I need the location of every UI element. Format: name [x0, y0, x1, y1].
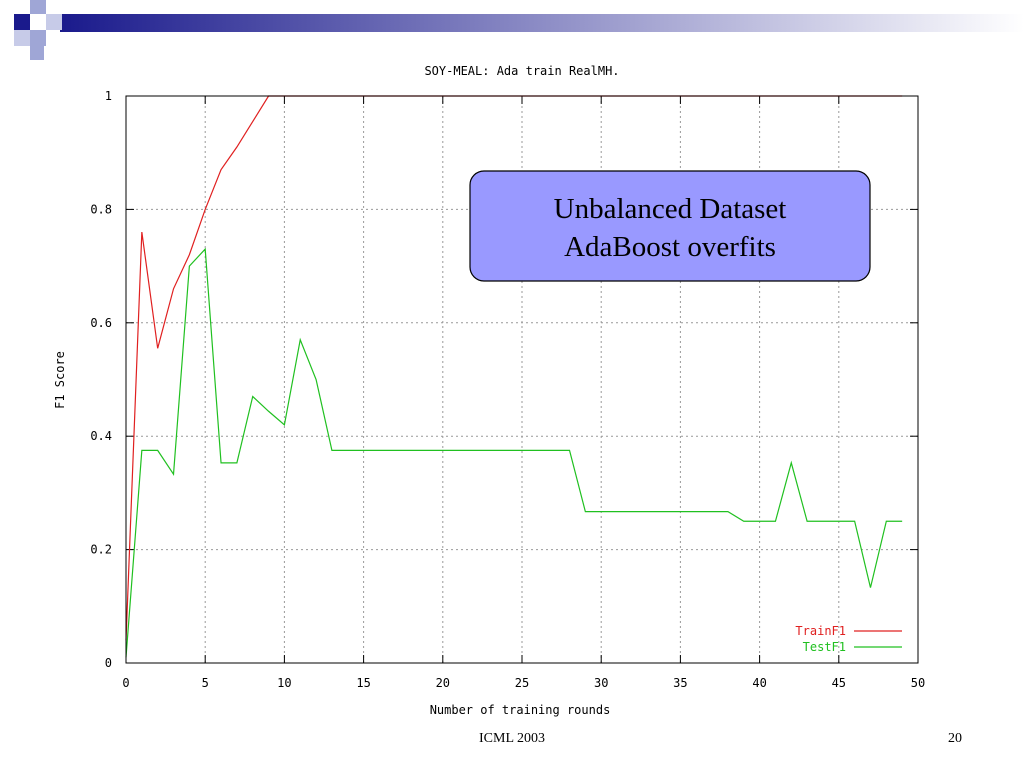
x-tick-label: 50: [911, 676, 925, 690]
x-tick-label: 0: [122, 676, 129, 690]
annotation-line: Unbalanced Dataset: [554, 193, 787, 225]
x-tick-label: 25: [515, 676, 529, 690]
plot-frame: [125, 95, 919, 664]
x-tick-label: 40: [752, 676, 766, 690]
y-tick-label: 0.4: [90, 429, 112, 443]
y-tick-label: 1: [105, 89, 112, 103]
annotation-box: Unbalanced Dataset AdaBoost overfits: [469, 170, 871, 282]
x-tick-label: 45: [832, 676, 846, 690]
page-number: 20: [948, 731, 962, 746]
annotation-line: AdaBoost overfits: [564, 231, 776, 263]
x-tick-label: 20: [436, 676, 450, 690]
y-axis-label: F1 Score: [53, 351, 67, 409]
slide-decoration: [14, 0, 1024, 60]
y-tick-label: 0.6: [90, 316, 112, 330]
x-tick-label: 35: [673, 676, 687, 690]
y-tick-label: 0: [105, 656, 112, 670]
x-tick-label: 5: [202, 676, 209, 690]
x-axis-label: Number of training rounds: [430, 703, 611, 717]
footer: ICML 2003: [479, 731, 545, 746]
x-tick-label: 15: [356, 676, 370, 690]
x-tick-label: 30: [594, 676, 608, 690]
chart-title: SOY-MEAL: Ada train RealMH.: [424, 64, 619, 78]
y-tick-label: 0.2: [90, 543, 112, 557]
legend-label: TrainF1: [795, 624, 846, 638]
x-tick-label: 10: [277, 676, 291, 690]
legend-label: TestF1: [803, 640, 846, 654]
series-line: [125, 247, 903, 658]
y-tick-label: 0.8: [90, 202, 112, 216]
